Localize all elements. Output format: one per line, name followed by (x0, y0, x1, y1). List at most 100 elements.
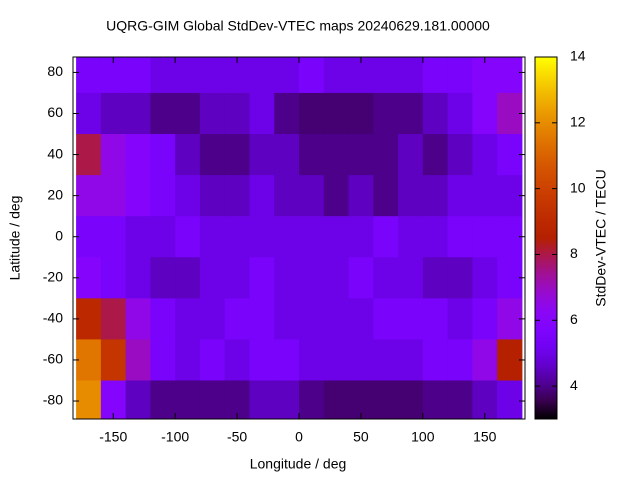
y-tick-label: 20 (47, 186, 63, 202)
heatmap-cell (497, 216, 523, 258)
heatmap-cell (249, 298, 275, 340)
heatmap-cell (497, 298, 523, 340)
heatmap-cell (422, 380, 449, 419)
heatmap-cell (224, 175, 250, 217)
heatmap-cell (323, 339, 350, 381)
heatmap-cell (348, 57, 374, 94)
heatmap-cell (76, 216, 102, 258)
heatmap-cell (348, 380, 374, 419)
heatmap-cell (199, 57, 226, 94)
heatmap-cell (125, 134, 151, 176)
heatmap-cell (422, 339, 449, 381)
heatmap-cell (199, 216, 226, 258)
x-tick-label: 150 (473, 429, 497, 445)
heatmap-cell (274, 339, 300, 381)
heatmap-cell (224, 57, 250, 94)
heatmap-cell (472, 298, 498, 340)
heatmap-cell (274, 257, 300, 299)
heatmap-cell (249, 216, 275, 258)
heatmap-cell (398, 92, 424, 135)
heatmap-cell (76, 380, 102, 419)
heatmap-cell (199, 298, 226, 340)
y-axis-label: Latitude / deg (7, 196, 23, 281)
heatmap-cell (175, 216, 201, 258)
heatmap-cell (447, 92, 473, 135)
colorbar-tick-label: 4 (570, 377, 578, 393)
heatmap-cell (323, 175, 350, 217)
heatmap-cell (422, 298, 449, 340)
heatmap-cell (125, 175, 151, 217)
heatmap (76, 57, 523, 419)
heatmap-cell (299, 92, 325, 135)
heatmap-cell (249, 92, 275, 135)
x-tick-label: -50 (227, 429, 247, 445)
heatmap-cell (175, 339, 201, 381)
heatmap-cell (472, 175, 498, 217)
heatmap-cell (447, 339, 473, 381)
heatmap-cell (224, 257, 250, 299)
heatmap-cell (323, 134, 350, 176)
heatmap-cell (398, 298, 424, 340)
heatmap-cell (199, 380, 226, 419)
heatmap-cell (472, 57, 498, 94)
x-axis-label: Longitude / deg (250, 456, 347, 472)
heatmap-cell (323, 57, 350, 94)
heatmap-cell (249, 257, 275, 299)
heatmap-cell (299, 57, 325, 94)
heatmap-cell (422, 175, 449, 217)
heatmap-cell (199, 175, 226, 217)
heatmap-cell (497, 257, 523, 299)
heatmap-cell (373, 216, 399, 258)
heatmap-cell (323, 92, 350, 135)
heatmap-cell (249, 380, 275, 419)
colorbar-tick-label: 12 (570, 114, 586, 130)
heatmap-cell (76, 92, 102, 135)
y-tick-label: -20 (43, 268, 63, 284)
y-tick-label: -40 (43, 310, 63, 326)
heatmap-cell (224, 216, 250, 258)
heatmap-cell (398, 380, 424, 419)
heatmap-cell (199, 257, 226, 299)
colorbar-tick-label: 10 (570, 179, 586, 195)
heatmap-cell (299, 134, 325, 176)
heatmap-cell (100, 298, 127, 340)
colorbar (534, 56, 558, 420)
heatmap-cell (199, 134, 226, 176)
heatmap-cell (150, 380, 176, 419)
heatmap-cell (472, 380, 498, 419)
heatmap-cell (249, 57, 275, 94)
heatmap-cell (373, 134, 399, 176)
heatmap-cell (100, 216, 127, 258)
heatmap-cell (125, 216, 151, 258)
heatmap-cell (249, 134, 275, 176)
heatmap-cell (76, 175, 102, 217)
heatmap-cell (150, 175, 176, 217)
heatmap-cell (348, 92, 374, 135)
heatmap-cell (422, 216, 449, 258)
heatmap-cell (398, 134, 424, 176)
heatmap-cell (274, 175, 300, 217)
heatmap-cell (175, 380, 201, 419)
colorbar-tick-label: 8 (570, 245, 578, 261)
heatmap-cell (150, 134, 176, 176)
heatmap-cell (497, 92, 523, 135)
heatmap-cell (150, 339, 176, 381)
heatmap-cell (299, 339, 325, 381)
heatmap-cell (199, 92, 226, 135)
heatmap-cell (150, 257, 176, 299)
heatmap-cell (100, 175, 127, 217)
heatmap-cell (100, 339, 127, 381)
y-tick-label: 40 (47, 145, 63, 161)
heatmap-cell (150, 216, 176, 258)
heatmap-cell (175, 298, 201, 340)
heatmap-cell (100, 92, 127, 135)
heatmap-cell (274, 216, 300, 258)
heatmap-cell (398, 257, 424, 299)
heatmap-cell (199, 339, 226, 381)
heatmap-cell (398, 216, 424, 258)
heatmap-cell (323, 298, 350, 340)
heatmap-cell (274, 298, 300, 340)
heatmap-cell (150, 298, 176, 340)
heatmap-cell (224, 92, 250, 135)
